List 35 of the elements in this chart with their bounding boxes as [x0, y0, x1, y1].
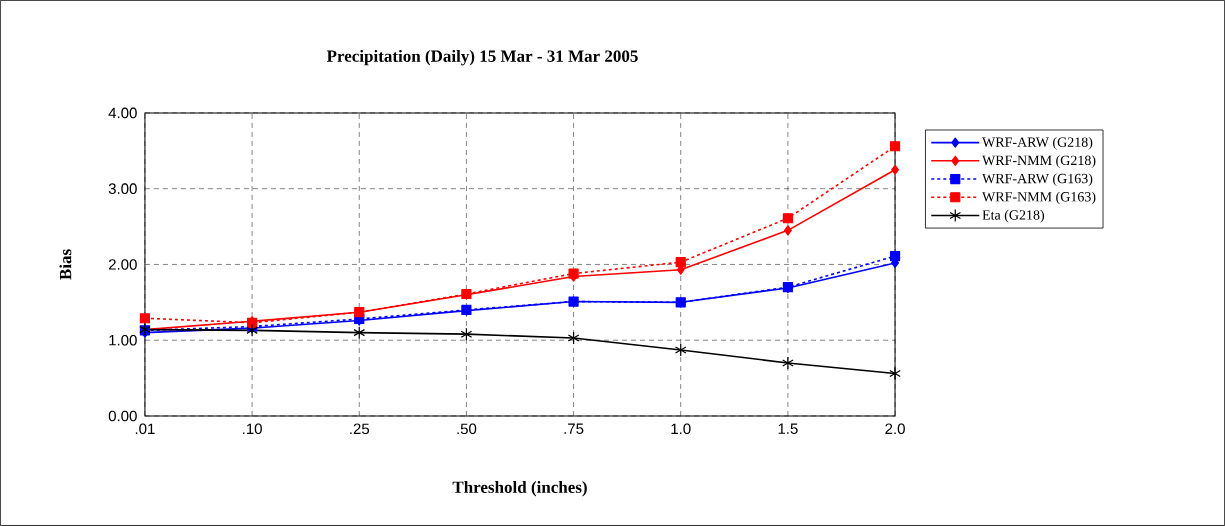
point	[460, 327, 473, 341]
legend-label: WRF-NMM (G218)	[982, 155, 1096, 168]
point	[782, 213, 793, 224]
point	[782, 356, 794, 370]
x-tick-label: 1.0	[671, 423, 691, 435]
x-tick-label: .10	[243, 423, 262, 435]
chart-title: Precipitation (Daily) 15 Mar - 31 Mar 2005	[326, 49, 638, 66]
legend-label: WRF-NMM (G163)	[982, 191, 1096, 205]
y-tick-label: 4.00	[108, 107, 137, 119]
point	[783, 225, 792, 236]
point	[889, 141, 901, 152]
x-tick-label: .01	[135, 423, 155, 435]
y-tick-label: 0.00	[108, 410, 137, 422]
x-tick-label: 1.5	[778, 423, 798, 435]
point	[889, 366, 901, 381]
point	[567, 331, 580, 345]
legend-label: WRF-ARW (G163)	[982, 173, 1093, 187]
point	[891, 164, 900, 175]
point	[139, 313, 151, 324]
y-tick-label: 3.00	[108, 183, 137, 195]
legend-label: Eta (G218)	[982, 209, 1045, 223]
y-tick-label: 1.00	[109, 334, 137, 346]
point	[674, 343, 687, 357]
point	[889, 251, 901, 262]
x-tick-label: .50	[457, 423, 477, 435]
x-tick-label: 2.0	[885, 423, 905, 435]
point	[675, 257, 686, 268]
legend-label: WRF-ARW (G218)	[982, 137, 1093, 150]
x-axis-title: Threshold (inches)	[452, 481, 587, 497]
point	[353, 326, 366, 340]
y-axis-title: Bias	[59, 249, 72, 280]
point	[246, 323, 258, 338]
x-tick-label: .25	[350, 423, 370, 435]
x-tick-label: .75	[564, 423, 584, 435]
y-tick-label: 2.00	[108, 259, 137, 270]
